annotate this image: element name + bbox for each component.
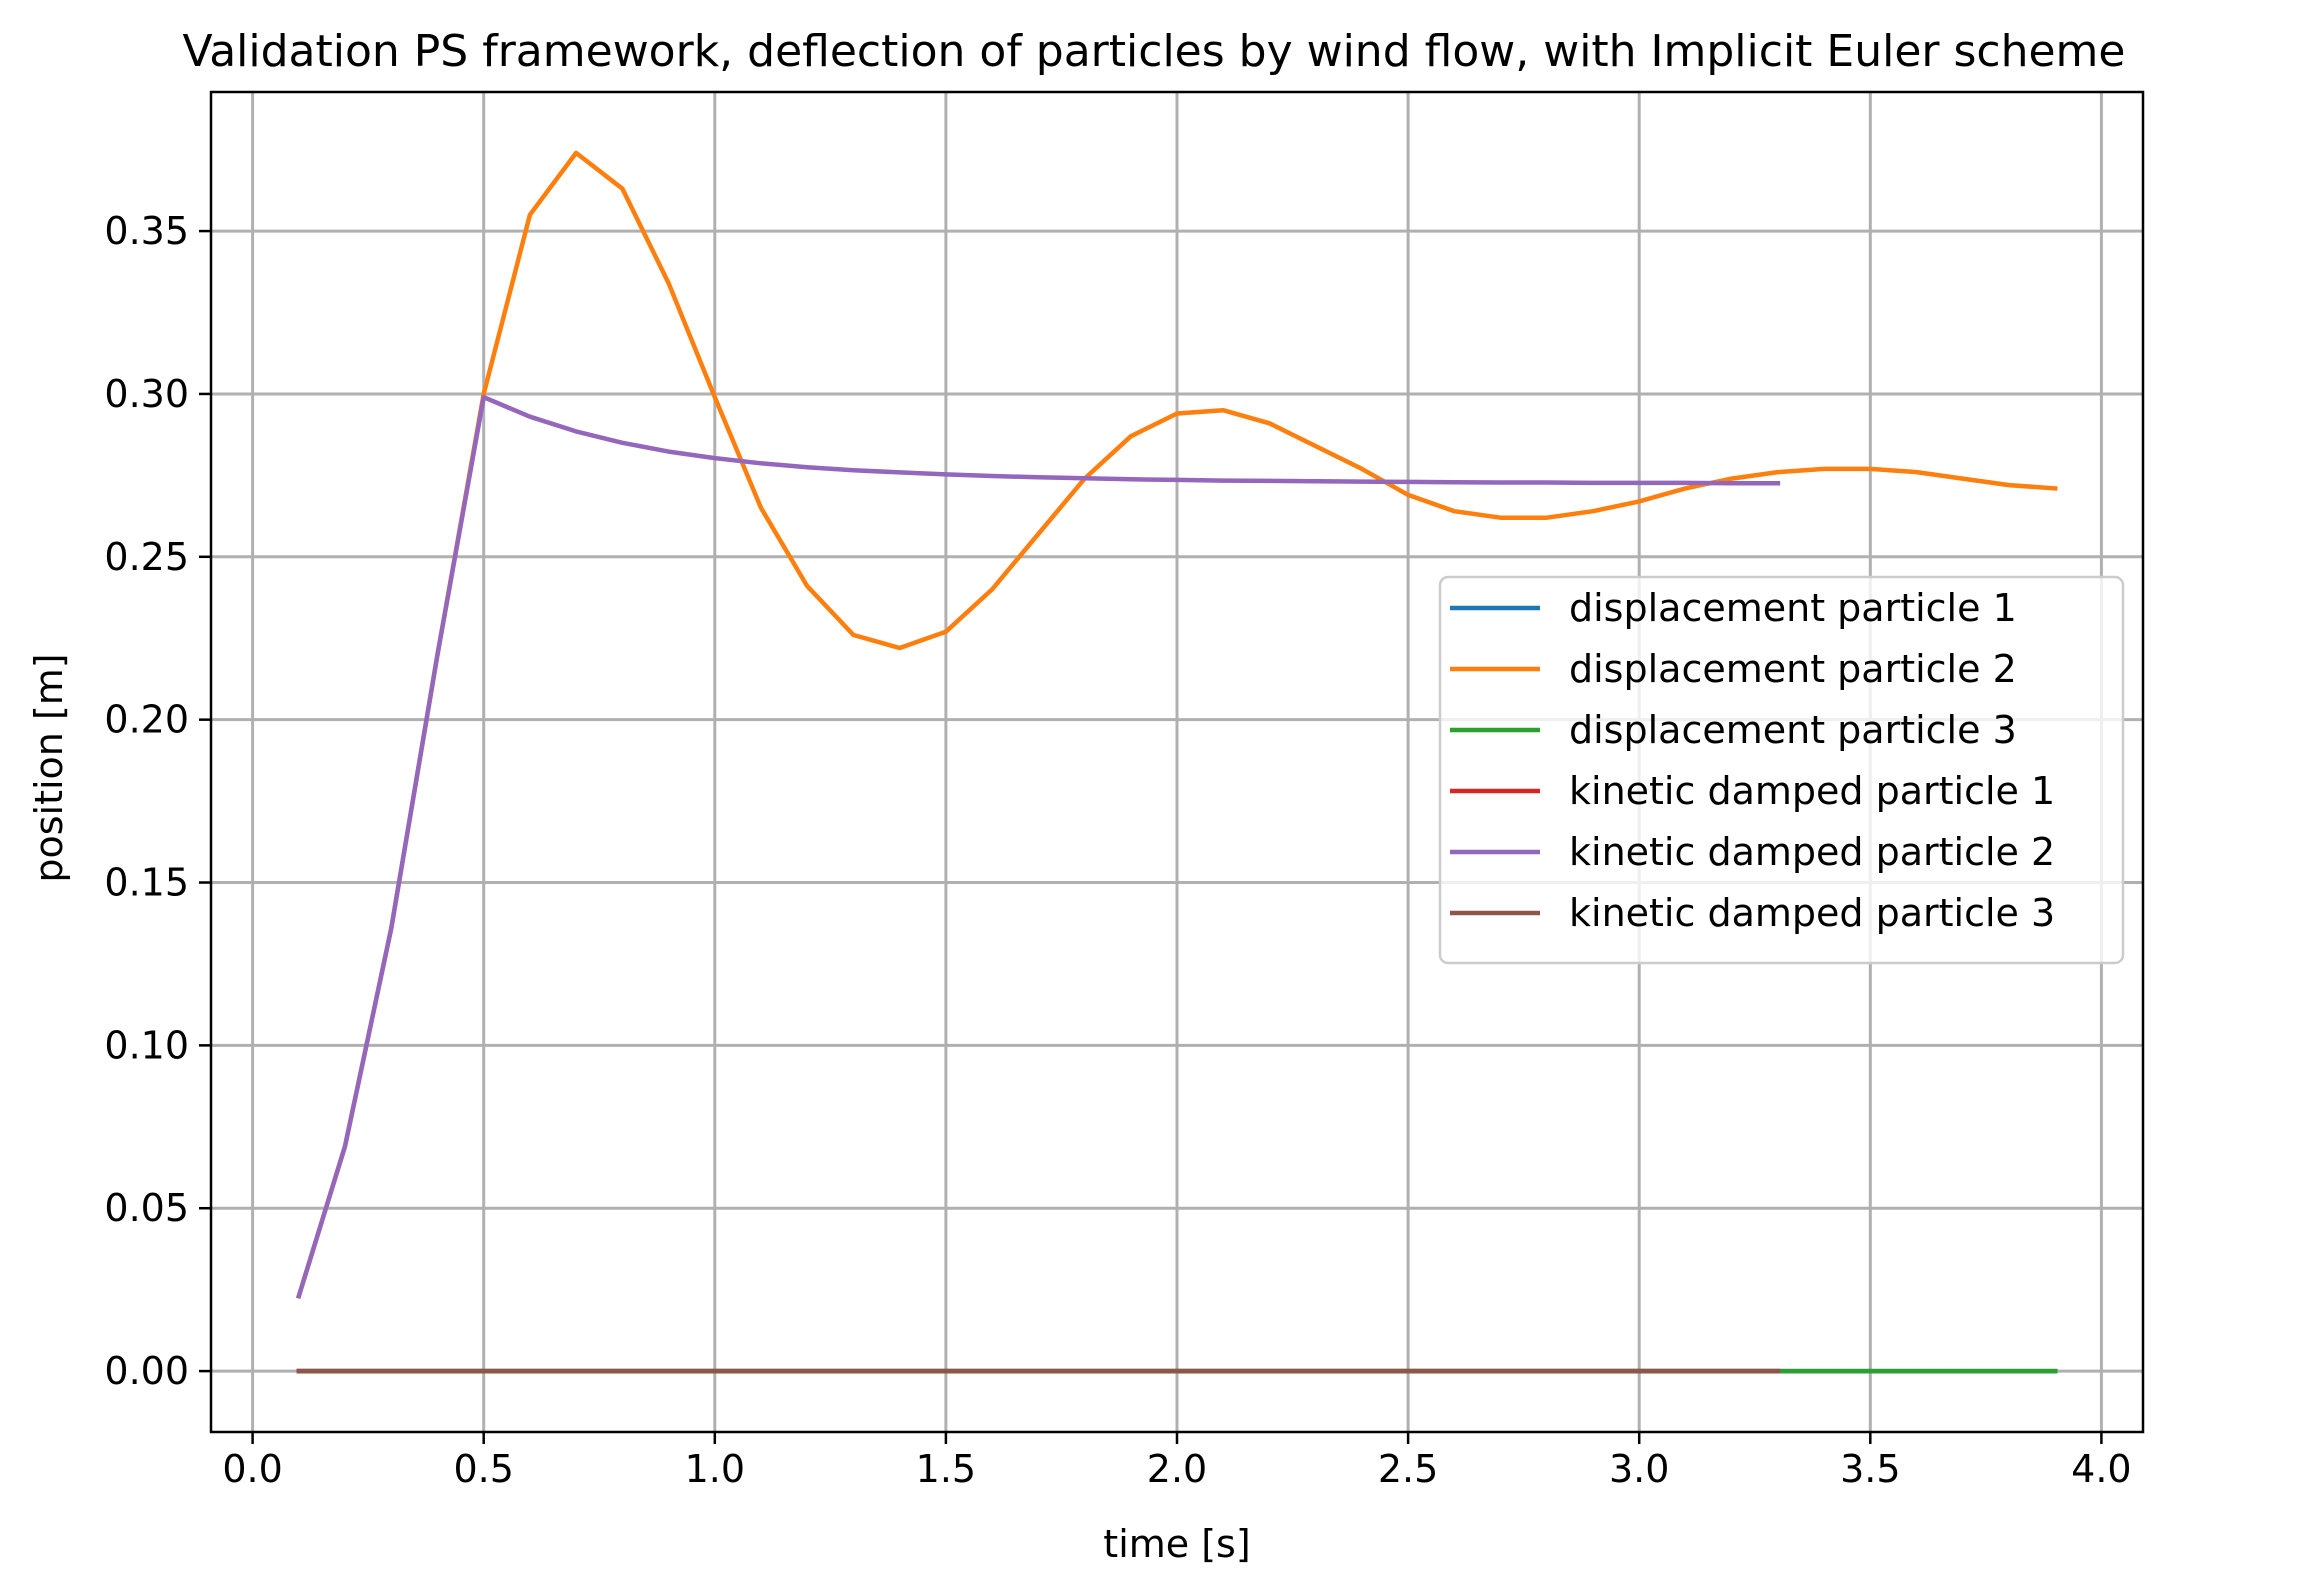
- y-tick-label: 0.00: [104, 1349, 189, 1393]
- x-tick-label: 2.0: [1147, 1447, 1207, 1491]
- legend-frame: [1438, 575, 2125, 965]
- x-axis-label: time [s]: [1103, 1522, 1250, 1566]
- x-tick-label: 1.5: [916, 1447, 976, 1491]
- y-tick-label: 0.25: [104, 535, 189, 579]
- x-tick-label: 0.0: [222, 1447, 282, 1491]
- legend-label: displacement particle 1: [1569, 586, 2017, 630]
- legend-label: kinetic damped particle 3: [1569, 891, 2055, 935]
- legend-label: displacement particle 3: [1569, 708, 2017, 752]
- y-axis-label: position [m]: [27, 653, 71, 882]
- series-lines: [295, 150, 2058, 1374]
- y-tick-label: 0.20: [104, 698, 189, 742]
- series-line-2: [295, 150, 2058, 1300]
- chart-title: Validation PS framework, deflection of p…: [183, 26, 2126, 77]
- x-tick-label: 2.5: [1378, 1447, 1438, 1491]
- x-tick-label: 0.5: [453, 1447, 513, 1491]
- y-tick-label: 0.10: [104, 1023, 189, 1067]
- y-tick-label: 0.05: [104, 1186, 189, 1230]
- x-axis-ticks: 0.0 0.5 1.0 1.5 2.0 2.5 3.0 3.5 4.0: [222, 1432, 2132, 1491]
- x-tick-label: 1.0: [685, 1447, 745, 1491]
- y-tick-label: 0.35: [104, 209, 189, 253]
- y-axis-ticks: 0.00 0.05 0.10 0.15 0.20 0.25 0.30 0.35: [104, 209, 211, 1393]
- legend-label: kinetic damped particle 1: [1569, 769, 2055, 813]
- y-tick-label: 0.30: [104, 372, 189, 416]
- x-tick-label: 3.0: [1609, 1447, 1669, 1491]
- x-tick-label: 3.5: [1840, 1447, 1900, 1491]
- series-line-5: [295, 394, 1781, 1300]
- legend: displacement particle 1 displacement part…: [1438, 575, 2125, 965]
- legend-label: kinetic damped particle 2: [1569, 830, 2055, 874]
- legend-label: displacement particle 2: [1569, 647, 2017, 691]
- y-tick-label: 0.15: [104, 861, 189, 905]
- x-tick-label: 4.0: [2071, 1447, 2131, 1491]
